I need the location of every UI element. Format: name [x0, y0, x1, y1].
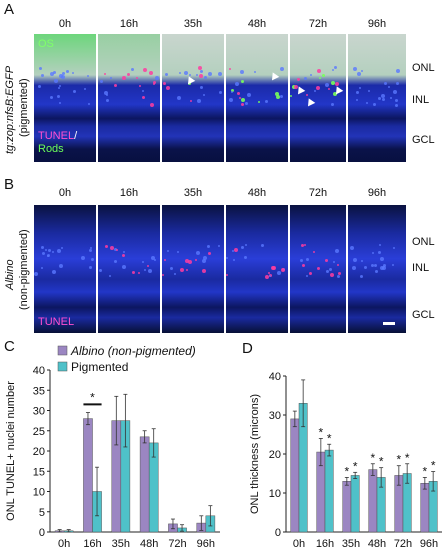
- y-tick-label: 30: [33, 406, 45, 418]
- panel-b-gcl: GCL: [412, 309, 435, 321]
- panel-b-letter: B: [4, 176, 15, 193]
- significance-star: *: [397, 453, 402, 467]
- x-tick-label: 16h: [83, 538, 101, 550]
- x-tick-label: 72h: [394, 538, 412, 550]
- bar: [139, 436, 150, 533]
- significance-star: *: [371, 451, 376, 465]
- x-tick-label: 35h: [112, 538, 130, 550]
- y-tick-label: 20: [33, 446, 45, 458]
- significance-star: *: [345, 464, 350, 478]
- panel-a-micrograph-4: [290, 34, 346, 162]
- panel-b-time-3: 48h: [247, 187, 267, 199]
- x-tick-label: 35h: [342, 538, 360, 550]
- x-tick-label: 48h: [368, 538, 386, 550]
- panel-b-inl: INL: [412, 262, 430, 274]
- legend-label: Pigmented: [71, 360, 128, 374]
- bar: [83, 418, 93, 533]
- bar: [342, 481, 352, 533]
- x-tick-label: 48h: [140, 538, 158, 550]
- x-tick-label: 0h: [293, 538, 305, 550]
- y-axis-label: ONL thickness (microns): [249, 394, 261, 514]
- panel-b-time-0: 0h: [58, 187, 72, 199]
- panel-a-micrograph-2: [162, 34, 224, 162]
- panel-a-time-2: 35h: [183, 18, 203, 30]
- significance-star: *: [90, 390, 95, 404]
- y-tick-label: 40: [269, 371, 281, 383]
- legend-swatch: [57, 345, 68, 356]
- panel-a-micrograph-0: [34, 34, 96, 162]
- panel-b-tunel-label: TUNEL: [38, 316, 75, 328]
- x-tick-label: 16h: [316, 538, 334, 550]
- y-tick-label: 10: [269, 488, 281, 500]
- significance-star: *: [423, 464, 428, 478]
- significance-star: *: [327, 431, 332, 445]
- panel-a-time-4: 72h: [308, 18, 328, 30]
- panel-b-time-5: 96h: [367, 187, 387, 199]
- panel-a-gcl: GCL: [412, 134, 435, 146]
- slash-label: /: [74, 130, 78, 142]
- significance-star: *: [379, 455, 384, 469]
- bar: [290, 418, 300, 533]
- x-tick-label: 0h: [58, 538, 70, 550]
- panel-b-time-4: 72h: [308, 187, 328, 199]
- y-tick-label: 10: [33, 487, 45, 499]
- panel-b-micrograph-0: [34, 205, 96, 333]
- significance-star: *: [319, 425, 324, 439]
- panel-b-ylabel-sub: (non-pigmented): [18, 229, 30, 310]
- panel-b-time-2: 35h: [183, 187, 203, 199]
- y-tick-label: 40: [33, 365, 45, 377]
- y-axis-label: ONL TUNEL+ nuclei number: [5, 381, 17, 521]
- panel-b-micrograph-3: [226, 205, 288, 333]
- x-tick-label: 72h: [168, 538, 186, 550]
- y-tick-label: 25: [33, 426, 45, 438]
- panel-a-os-label: OS: [38, 38, 54, 50]
- y-tick-label: 0: [39, 527, 45, 539]
- panel-c-letter: C: [4, 338, 15, 355]
- significance-star: *: [353, 459, 358, 473]
- panel-a-onl: ONL: [412, 62, 435, 74]
- panel-b-micrograph-5: [348, 205, 406, 333]
- y-tick-label: 20: [269, 449, 281, 461]
- panel-a-time-5: 96h: [367, 18, 387, 30]
- panel-a-micrograph-5: [348, 34, 406, 162]
- x-tick-label: 96h: [420, 538, 438, 550]
- panel-a-inset-label: TUNEL/ Rods: [38, 130, 77, 156]
- y-tick-label: 5: [39, 507, 45, 519]
- panel-b-micrograph-2: [162, 205, 224, 333]
- rods-label: Rods: [38, 143, 64, 155]
- panel-a-letter: A: [4, 1, 15, 18]
- panel-b-time-1: 16h: [119, 187, 139, 199]
- panel-a-time-0: 0h: [58, 18, 72, 30]
- panel-a-time-3: 48h: [247, 18, 267, 30]
- panel-a-inl: INL: [412, 94, 430, 106]
- panel-a-micrograph-3: [226, 34, 288, 162]
- chart-c: 0 5 10 15 20 25 30 35 40 ONL TUNEL+ nuclei number…: [5, 344, 220, 550]
- bar: [368, 469, 378, 533]
- panel-d-letter: D: [242, 340, 253, 357]
- significance-star: *: [431, 459, 436, 473]
- y-tick-label: 15: [33, 466, 45, 478]
- tunel-label: TUNEL: [38, 130, 75, 142]
- panel-a-micrograph-1: [98, 34, 160, 162]
- panel-b-ylabel: Albino: [4, 259, 16, 290]
- significance-star: *: [405, 451, 410, 465]
- legend-label: Albino (non-pigmented): [70, 344, 196, 358]
- x-tick-label: 96h: [197, 538, 215, 550]
- panel-a-ylabel: tg:zop:nfsB:EGFP: [4, 65, 16, 154]
- y-tick-label: 0: [275, 527, 281, 539]
- y-tick-label: 30: [269, 410, 281, 422]
- bar: [324, 449, 334, 533]
- scale-bar: [383, 322, 395, 325]
- y-tick-label: 35: [33, 385, 45, 397]
- panel-a-time-1: 16h: [119, 18, 139, 30]
- panel-b-onl: ONL: [412, 236, 435, 248]
- panel-b-micrograph-1: [98, 205, 160, 333]
- legend-swatch: [57, 361, 68, 372]
- panel-a-ylabel-sub: (pigmented): [18, 78, 30, 137]
- panel-b-micrograph-4: [290, 205, 346, 333]
- bar: [350, 475, 360, 533]
- bar: [420, 483, 430, 533]
